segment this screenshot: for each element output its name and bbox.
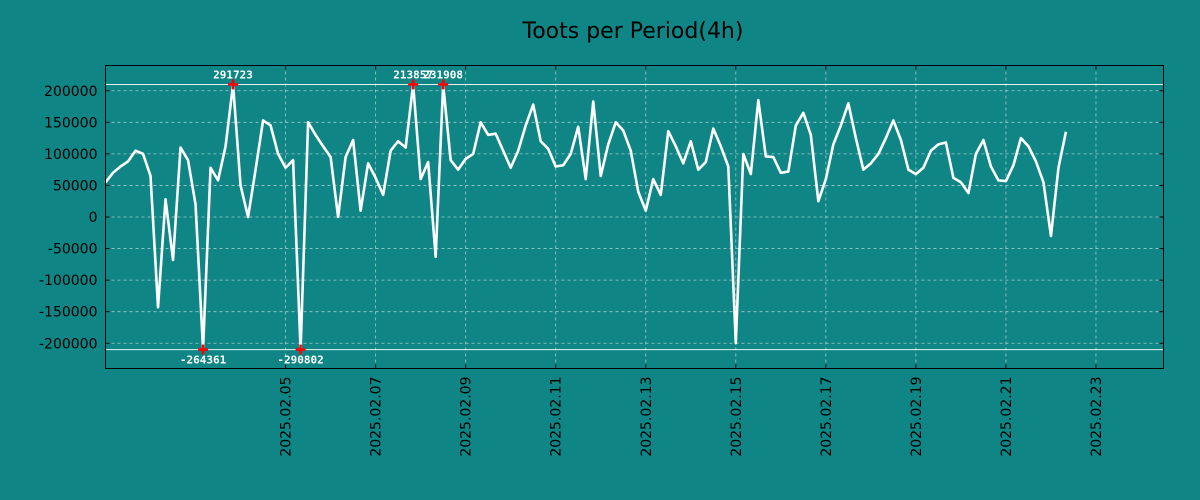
x-tick-label: 2025.02.15 [729,377,745,457]
y-tick-label: 150000 [44,115,97,131]
x-tick-label: 2025.02.23 [1089,377,1105,457]
x-tick-label: 2025.02.21 [999,377,1015,457]
y-axis: 200000 150000 100000 50000 0 -50000 -100000 -15… [39,84,1164,352]
clip-lines [105,83,1164,351]
y-tick-label: 100000 [44,147,97,163]
x-tick-label: 2025.02.07 [369,377,385,457]
x-tick-label: 2025.02.09 [459,377,475,457]
series-line-toots [104,83,1068,351]
y-tick-label: -50000 [48,242,98,258]
x-tick-label: 2025.02.05 [279,377,295,457]
y-tick-label: 200000 [44,84,97,100]
x-tick-label: 2025.02.13 [639,377,655,457]
y-tick-label: -200000 [39,336,98,352]
outlier-label: -264361 [180,354,227,367]
x-axis: 2025.02.05 2025.02.07 2025.02.09 2025.02.11… [279,65,1105,457]
y-tick-label: 50000 [53,178,98,194]
x-tick-label: 2025.02.17 [819,377,835,457]
x-tick-label: 2025.02.19 [909,377,925,457]
outlier-markers [198,79,449,355]
outlier-label: 291723 [213,68,253,81]
grid [105,65,1164,369]
outlier-label: 213857 [393,68,433,81]
y-tick-label: -150000 [39,305,98,321]
y-tick-label: -100000 [39,273,98,289]
outlier-label: 231908 [423,68,463,81]
outlier-label: -290802 [277,354,323,367]
x-tick-label: 2025.02.11 [549,377,565,457]
y-tick-label: 0 [89,210,98,226]
chart-title: Toots per Period(4h) [522,19,744,44]
